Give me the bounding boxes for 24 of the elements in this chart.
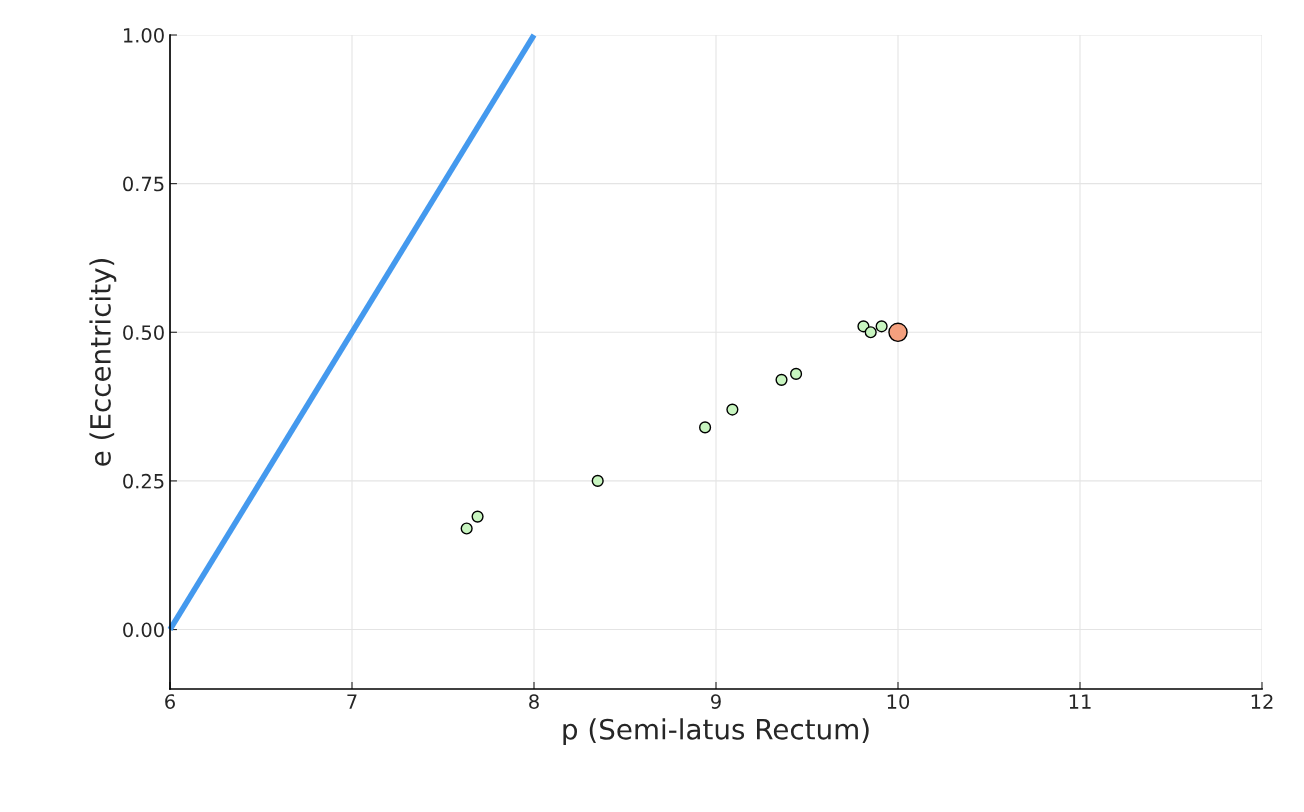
y-tick-label: 0.50	[123, 325, 164, 340]
point	[699, 421, 712, 434]
point	[775, 373, 788, 386]
x-tick-label: 9	[711, 694, 721, 709]
y-tick-label: 0.25	[123, 473, 164, 489]
point	[888, 322, 908, 343]
point	[875, 320, 888, 333]
point	[726, 403, 739, 416]
point	[864, 326, 877, 339]
x-tick-label: 7	[347, 694, 357, 709]
x-tick-label: 12	[1251, 694, 1273, 709]
y-axis-title: e (Eccentricity)	[89, 259, 117, 466]
x-tick-label: 10	[887, 694, 910, 709]
point	[471, 510, 484, 523]
y-tick-label: 0.75	[123, 176, 164, 192]
x-tick-label: 11	[1069, 694, 1091, 709]
point	[591, 474, 604, 487]
point	[790, 367, 803, 380]
x-tick-label: 6	[165, 694, 175, 709]
y-tick-label: 1.00	[123, 27, 164, 43]
point	[460, 522, 473, 535]
x-axis-title: p (Semi-latus Rectum)	[563, 718, 869, 746]
y-tick-label: 0.00	[123, 622, 164, 638]
x-tick-label: 8	[529, 694, 539, 709]
